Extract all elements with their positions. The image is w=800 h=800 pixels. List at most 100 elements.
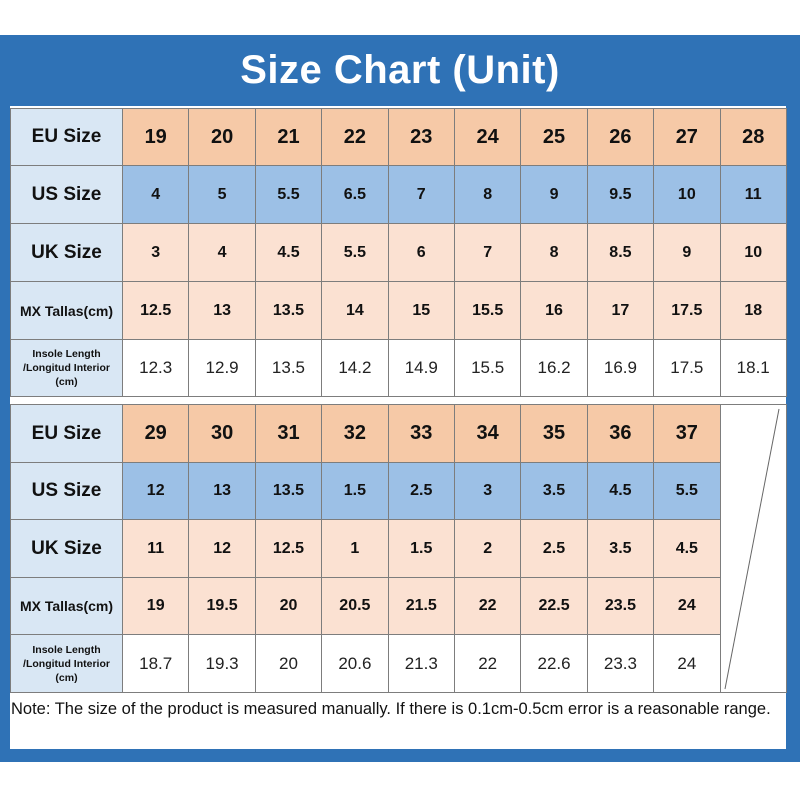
- us-size-cell: 4.5: [586, 462, 655, 520]
- uk-size-cell: 4: [188, 223, 256, 282]
- eu-size-cell: 34: [453, 404, 522, 463]
- us-size-cell: 8: [453, 165, 522, 224]
- insole-length-cell: 24: [653, 634, 721, 693]
- uk-size-cell: 4.5: [254, 223, 323, 282]
- mx-size-cell: 17: [586, 281, 655, 340]
- mx-size-cell: 22.5: [520, 577, 588, 635]
- uk-size-cell: 5.5: [321, 223, 389, 282]
- mx-size-cell: 21.5: [387, 577, 455, 635]
- insole-length-cell: 14.9: [387, 339, 455, 397]
- mx-size-cell: 17.5: [653, 281, 721, 340]
- mx-size-row: MX Tallas(cm) 12.5 13 13.5 14 15 15.5 16 17 17.5…: [10, 281, 787, 340]
- us-size-cell: 7: [387, 165, 455, 224]
- us-size-cell: 3.5: [520, 462, 588, 520]
- insole-length-cell: 23.3: [586, 634, 655, 693]
- insole-length-cell: 20.6: [321, 634, 389, 693]
- uk-size-cell: 1.5: [387, 519, 455, 578]
- size-table-2: EU Size 29 30 31 32 33 34 35 36 37 US Size 12 13 1…: [10, 404, 787, 693]
- eu-size-cell: 31: [254, 404, 323, 463]
- us-size-cell: 3: [453, 462, 522, 520]
- mx-size-cell: 22: [453, 577, 522, 635]
- uk-size-label: UK Size: [10, 519, 123, 578]
- measurement-note: Note: The size of the product is measure…: [11, 700, 771, 718]
- mx-size-cell: 23.5: [586, 577, 655, 635]
- insole-length-row: Insole Length /Longitud Interior (cm) 12…: [10, 339, 787, 397]
- uk-size-cell: 2: [453, 519, 522, 578]
- eu-size-label: EU Size: [10, 404, 123, 463]
- uk-size-cell: 12.5: [254, 519, 323, 578]
- uk-size-cell: 10: [719, 223, 787, 282]
- insole-length-cell: 19.3: [188, 634, 256, 693]
- us-size-row: US Size 12 13 13.5 1.5 2.5 3 3.5 4.5 5.5: [10, 462, 787, 520]
- eu-size-cell: 33: [387, 404, 455, 463]
- us-size-cell: 12: [121, 462, 190, 520]
- insole-length-label: Insole Length /Longitud Interior (cm): [10, 634, 123, 693]
- eu-size-cell: 25: [520, 108, 588, 166]
- us-size-cell: 10: [653, 165, 721, 224]
- insole-length-cell: 22.6: [520, 634, 588, 693]
- us-size-cell: 13: [188, 462, 256, 520]
- us-size-row: US Size 4 5 5.5 6.5 7 8 9 9.5 10 11: [10, 165, 787, 224]
- us-size-cell: 5.5: [254, 165, 323, 224]
- mx-size-cell: 13: [188, 281, 256, 340]
- eu-size-cell: 27: [653, 108, 721, 166]
- eu-size-cell: 26: [586, 108, 655, 166]
- us-size-label: US Size: [10, 462, 123, 520]
- mx-size-cell: 15: [387, 281, 455, 340]
- uk-size-cell: 8.5: [586, 223, 655, 282]
- uk-size-cell: 7: [453, 223, 522, 282]
- mx-size-cell: 18: [719, 281, 787, 340]
- insole-length-cell: 14.2: [321, 339, 389, 397]
- uk-size-cell: 12: [188, 519, 256, 578]
- us-size-cell: 9.5: [586, 165, 655, 224]
- eu-size-cell: 29: [121, 404, 190, 463]
- insole-length-cell: 16.2: [520, 339, 588, 397]
- eu-size-cell: 35: [520, 404, 588, 463]
- eu-size-row: EU Size 19 20 21 22 23 24 25 26 27 28: [10, 108, 787, 166]
- insole-length-cell: 15.5: [453, 339, 522, 397]
- mx-size-cell: 12.5: [121, 281, 190, 340]
- mx-size-cell: 14: [321, 281, 389, 340]
- eu-size-cell: 19: [121, 108, 190, 166]
- mx-size-cell: 19: [121, 577, 190, 635]
- eu-size-cell: 37: [653, 404, 721, 463]
- uk-size-cell: 2.5: [520, 519, 588, 578]
- us-size-label: US Size: [10, 165, 123, 224]
- eu-size-row: EU Size 29 30 31 32 33 34 35 36 37: [10, 404, 787, 693]
- uk-size-cell: 11: [121, 519, 190, 578]
- eu-size-cell: 32: [321, 404, 389, 463]
- insole-length-label: Insole Length /Longitud Interior (cm): [10, 339, 123, 397]
- eu-size-cell: 24: [453, 108, 522, 166]
- us-size-cell: 6.5: [321, 165, 389, 224]
- insole-length-cell: 17.5: [653, 339, 721, 397]
- empty-cell: [719, 404, 787, 693]
- insole-length-cell: 18.1: [719, 339, 787, 397]
- eu-size-cell: 36: [586, 404, 655, 463]
- eu-size-cell: 28: [719, 108, 787, 166]
- us-size-cell: 2.5: [387, 462, 455, 520]
- uk-size-cell: 3.5: [586, 519, 655, 578]
- uk-size-label: UK Size: [10, 223, 123, 282]
- uk-size-cell: 9: [653, 223, 721, 282]
- page-title: Size Chart (Unit): [240, 48, 560, 92]
- insole-length-row: Insole Length /Longitud Interior (cm) 18…: [10, 634, 787, 693]
- uk-size-cell: 8: [520, 223, 588, 282]
- mx-size-label: MX Tallas(cm): [10, 281, 123, 340]
- us-size-cell: 1.5: [321, 462, 389, 520]
- mx-size-cell: 19.5: [188, 577, 256, 635]
- insole-length-cell: 22: [453, 634, 522, 693]
- insole-length-cell: 18.7: [121, 634, 190, 693]
- mx-size-label: MX Tallas(cm): [10, 577, 123, 635]
- eu-size-cell: 22: [321, 108, 389, 166]
- insole-length-cell: 12.9: [188, 339, 256, 397]
- us-size-cell: 13.5: [254, 462, 323, 520]
- eu-size-cell: 30: [188, 404, 256, 463]
- mx-size-cell: 15.5: [453, 281, 522, 340]
- us-size-cell: 5: [188, 165, 256, 224]
- mx-size-cell: 13.5: [254, 281, 323, 340]
- mx-size-cell: 20: [254, 577, 323, 635]
- uk-size-cell: 6: [387, 223, 455, 282]
- uk-size-cell: 1: [321, 519, 389, 578]
- eu-size-cell: 23: [387, 108, 455, 166]
